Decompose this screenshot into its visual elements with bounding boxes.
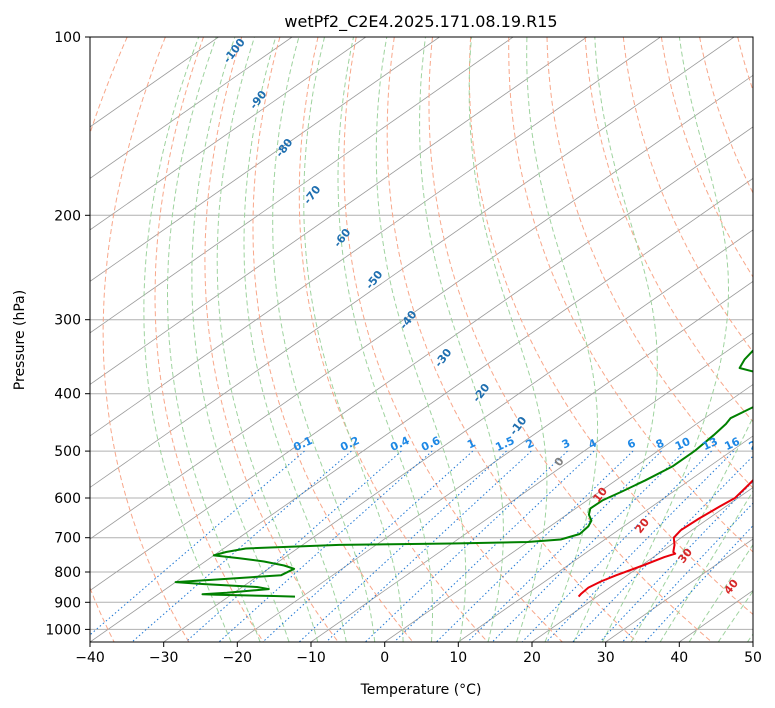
x-tick-label: −20 [223, 650, 253, 666]
isotherm-line [90, 37, 661, 437]
mixing-ratio-line [262, 450, 474, 642]
x-tick-label: −30 [149, 650, 179, 666]
mixing-ratio-label: 13 [700, 435, 719, 453]
y-tick-label: 300 [54, 313, 81, 329]
y-tick-label: 700 [54, 531, 81, 547]
moist-adiabat-line [272, 37, 376, 642]
isotherm-line [90, 37, 440, 282]
y-tick-label: 400 [54, 387, 81, 403]
mixing-ratio-line [467, 450, 662, 642]
dry-adiabat-line [252, 37, 414, 642]
mixing-ratio-label: 25 [771, 435, 775, 453]
dry-adiabat-line [508, 37, 753, 553]
y-tick-label: 900 [54, 595, 81, 611]
isotherm-line [90, 37, 514, 334]
y-tick-label: 500 [54, 444, 81, 460]
x-tick-label: −40 [75, 650, 105, 666]
dry-adiabat-line [428, 37, 713, 642]
mixing-ratio-label: 16 [723, 435, 743, 453]
moist-adiabat-line [191, 37, 290, 642]
moist-adiabat-line [468, 37, 548, 642]
x-axis-ticks: −40 −30 −20 −10 0 10 20 30 40 50 [75, 642, 762, 666]
moist-adiabat-line [375, 37, 467, 642]
dry-adiabat-line [699, 37, 753, 195]
dry-adiabat-line [622, 37, 753, 353]
mixing-ratio-label: 20 [747, 435, 767, 453]
isotherm-line [90, 37, 367, 231]
isotherm-line [531, 486, 753, 642]
y-tick-label: 600 [54, 491, 81, 507]
dry-adiabat-line [298, 37, 488, 642]
x-tick-label: 50 [744, 650, 762, 666]
dry-adiabat-line [154, 37, 264, 642]
x-tick-label: 40 [670, 650, 688, 666]
mixing-ratio-line [545, 450, 735, 642]
plot-frame [89, 36, 754, 643]
moist-adiabat-line [630, 416, 753, 642]
moist-adiabat-line [337, 37, 433, 642]
dry-adiabat-line [386, 37, 638, 642]
mixing-ratio-line [131, 450, 352, 642]
moist-adiabat-line [419, 37, 504, 642]
y-tick-label: 100 [54, 30, 81, 46]
dry-adiabat-line [343, 37, 563, 642]
isotherm-line [90, 37, 588, 385]
x-tick-label: 10 [449, 650, 467, 666]
dry-adiabat-line [102, 37, 190, 642]
moist-adiabat-line [688, 543, 753, 642]
moist-adiabat-line [573, 37, 658, 642]
mixing-ratio-line [218, 450, 433, 642]
x-tick-label: 20 [523, 650, 541, 666]
isotherm-line [237, 280, 753, 642]
y-axis-label: Pressure (hPa) [12, 290, 28, 390]
isotherm-line [90, 74, 753, 540]
y-axis-ticks: 100 200 300 400 500 600 700 800 900 1000 [45, 30, 90, 638]
x-tick-label: 0 [380, 650, 389, 666]
moist-adiabat-line [243, 37, 347, 642]
isotherm-line [90, 177, 753, 642]
isotherm-line [90, 37, 293, 179]
background-lines [0, 37, 753, 642]
isotherm-line [163, 229, 753, 642]
mixing-ratio-line [436, 450, 634, 642]
isotherm-line [605, 538, 753, 642]
moist-adiabat-line [717, 590, 753, 642]
moist-adiabat-line [303, 37, 404, 642]
moist-adiabat-line [216, 37, 319, 642]
mixing-ratio-line [90, 450, 305, 636]
mixing-ratio-label: 10 [673, 435, 693, 453]
dry-adiabat-line [584, 37, 753, 423]
isotherm-line [752, 641, 753, 642]
x-axis-label: Temperature (°C) [360, 682, 482, 698]
dewpoint-profile-line [174, 349, 753, 598]
plot-background [90, 37, 753, 642]
y-tick-label: 200 [54, 208, 81, 224]
mixing-ratio-line [521, 450, 712, 642]
chart-title: wetPf2_C2E4.2025.171.08.19.R15 [284, 12, 557, 32]
dry-adiabat-line [0, 37, 13, 642]
y-tick-label: 800 [54, 565, 81, 581]
isotherm-line [90, 37, 735, 488]
mixing-ratio-line [572, 455, 753, 642]
dry-adiabat-line [204, 37, 339, 642]
y-tick-label: 1000 [45, 622, 81, 638]
mixing-ratio-line [599, 480, 753, 642]
isotherm-line [90, 126, 753, 591]
x-tick-label: −10 [296, 650, 326, 666]
isotherm-line [458, 435, 753, 642]
mixing-ratio-line [364, 450, 568, 642]
moist-adiabat-line [526, 37, 599, 642]
mixing-ratio-line [622, 502, 753, 642]
moist-adiabat-line [601, 37, 729, 642]
mixing-ratio-line [185, 450, 402, 642]
x-tick-label: 30 [597, 650, 615, 666]
temperature-profile-line [577, 478, 753, 598]
mixing-ratio-line [298, 450, 507, 642]
moist-adiabat-line [659, 490, 753, 642]
profile-lines [174, 349, 753, 598]
mixing-ratio-line [491, 450, 685, 642]
